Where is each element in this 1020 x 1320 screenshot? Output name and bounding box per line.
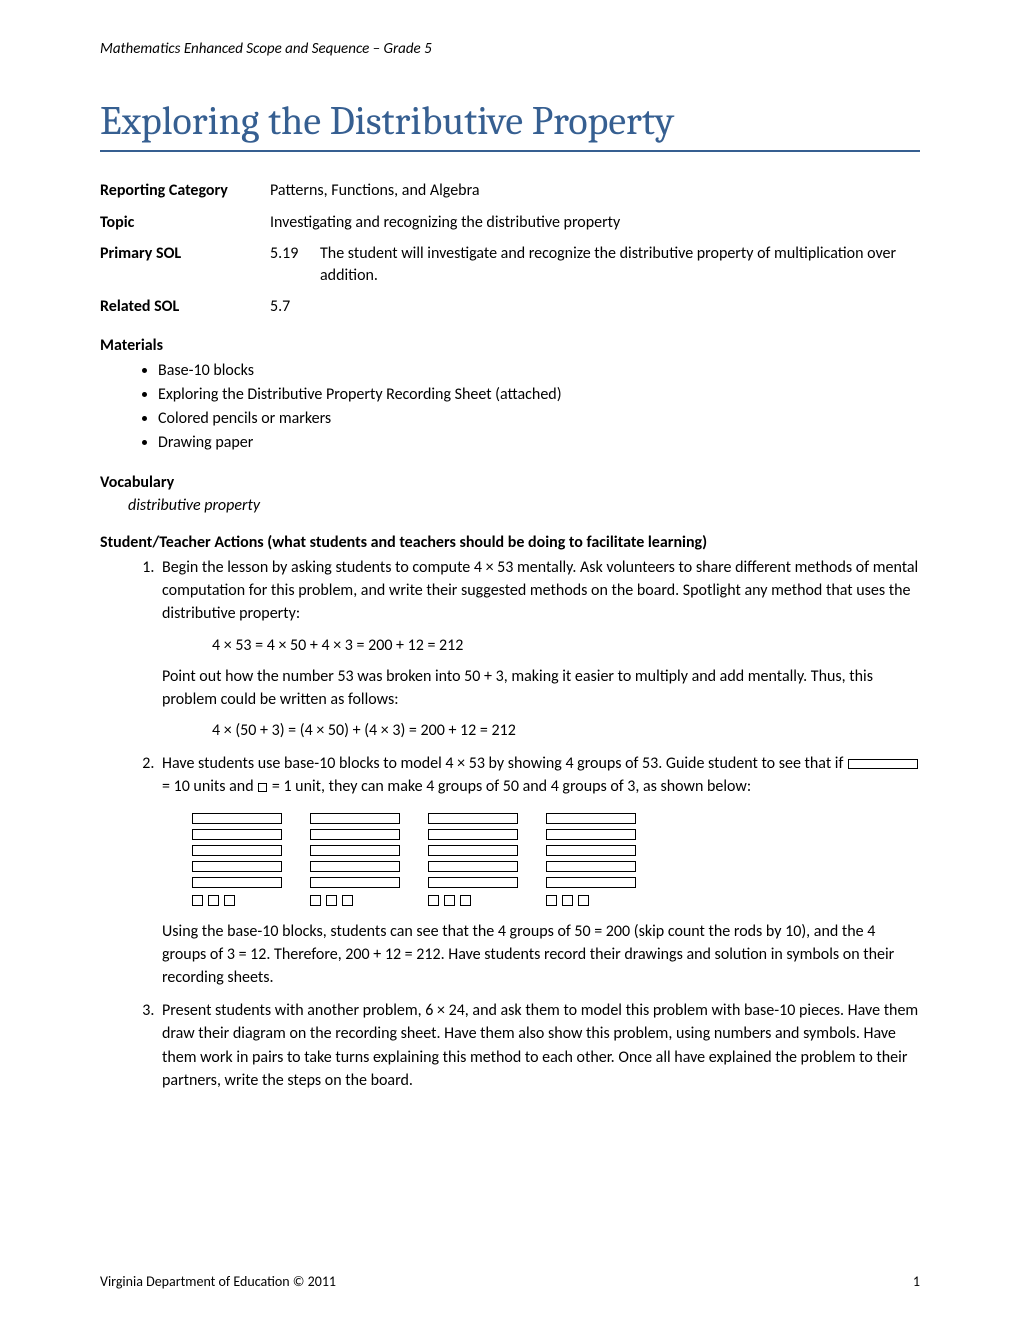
vocabulary-heading: Vocabulary (100, 473, 920, 492)
footer-page-number: 1 (913, 1273, 920, 1290)
list-item: Colored pencils or markers (158, 407, 920, 431)
equation-1: 4 × 53 = 4 × 50 + 4 × 3 = 200 + 12 = 212 (212, 634, 920, 657)
rod-shape (310, 829, 400, 840)
list-item: Exploring the Distributive Property Reco… (158, 383, 920, 407)
rod-shape (192, 861, 282, 872)
reporting-category-row: Reporting Category Patterns, Functions, … (100, 180, 920, 202)
block-group (546, 813, 636, 906)
page-footer: Virginia Department of Education © 2011 … (100, 1273, 920, 1290)
rod-shape (310, 845, 400, 856)
rod-shape (546, 829, 636, 840)
materials-list: Base-10 blocks Exploring the Distributiv… (100, 359, 920, 455)
rod-shape (310, 813, 400, 824)
block-group (192, 813, 282, 906)
equation-2: 4 × (50 + 3) = (4 × 50) + (4 × 3) = 200 … (212, 719, 920, 742)
rod-shape (428, 861, 518, 872)
related-sol-value: 5.7 (270, 296, 920, 318)
primary-sol-text: The student will investigate and recogni… (320, 243, 920, 286)
page-title: Exploring the Distributive Property (100, 98, 920, 152)
units-row (310, 895, 400, 906)
unit-shape (428, 895, 439, 906)
unit-shape (562, 895, 573, 906)
action-step-2: Have students use base-10 blocks to mode… (158, 752, 920, 989)
block-group (310, 813, 400, 906)
step2-text-mid1: = 10 units and (162, 777, 257, 796)
unit-shape (342, 895, 353, 906)
unit-shape (460, 895, 471, 906)
rod-shape (192, 877, 282, 888)
rod-shape (428, 877, 518, 888)
step2-text-pre: Have students use base-10 blocks to mode… (162, 754, 847, 773)
units-row (192, 895, 282, 906)
unit-shape (224, 895, 235, 906)
footer-left: Virginia Department of Education © 2011 (100, 1273, 336, 1290)
actions-list: Begin the lesson by asking students to c… (100, 556, 920, 1092)
rod-shape (310, 877, 400, 888)
unit-icon (258, 783, 267, 792)
reporting-value: Patterns, Functions, and Algebra (270, 180, 920, 202)
rod-shape (428, 845, 518, 856)
rod-shape (192, 829, 282, 840)
rod-shape (546, 861, 636, 872)
rod-shape (428, 813, 518, 824)
primary-sol-row: Primary SOL 5.19 The student will invest… (100, 243, 920, 286)
unit-shape (326, 895, 337, 906)
topic-label: Topic (100, 212, 270, 234)
unit-shape (546, 895, 557, 906)
step3-text: Present students with another problem, 6… (162, 1001, 918, 1090)
rod-shape (192, 845, 282, 856)
topic-value: Investigating and recognizing the distri… (270, 212, 920, 234)
rod-shape (546, 845, 636, 856)
step1-intro: Begin the lesson by asking students to c… (162, 558, 918, 623)
list-item: Base-10 blocks (158, 359, 920, 383)
primary-sol-number: 5.19 (270, 243, 320, 286)
rod-shape (546, 877, 636, 888)
rod-shape (310, 861, 400, 872)
primary-sol-label: Primary SOL (100, 243, 270, 286)
step2-followup: Using the base-10 blocks, students can s… (162, 920, 920, 990)
unit-shape (192, 895, 203, 906)
unit-shape (578, 895, 589, 906)
block-group (428, 813, 518, 906)
related-sol-row: Related SOL 5.7 (100, 296, 920, 318)
unit-shape (208, 895, 219, 906)
action-step-3: Present students with another problem, 6… (158, 999, 920, 1092)
unit-shape (444, 895, 455, 906)
reporting-label: Reporting Category (100, 180, 270, 202)
list-item: Drawing paper (158, 431, 920, 455)
action-step-1: Begin the lesson by asking students to c… (158, 556, 920, 742)
actions-heading: Student/Teacher Actions (what students a… (100, 533, 920, 552)
step2-text-mid2: = 1 unit, they can make 4 groups of 50 a… (268, 777, 751, 796)
rod-shape (192, 813, 282, 824)
rod-icon (848, 759, 918, 769)
rod-shape (546, 813, 636, 824)
materials-heading: Materials (100, 336, 920, 355)
units-row (546, 895, 636, 906)
related-sol-label: Related SOL (100, 296, 270, 318)
unit-shape (310, 895, 321, 906)
units-row (428, 895, 518, 906)
topic-row: Topic Investigating and recognizing the … (100, 212, 920, 234)
document-header: Mathematics Enhanced Scope and Sequence … (100, 40, 920, 58)
rod-shape (428, 829, 518, 840)
step1-followup: Point out how the number 53 was broken i… (162, 665, 920, 711)
base10-diagram (192, 813, 920, 906)
vocabulary-text: distributive property (128, 496, 920, 515)
